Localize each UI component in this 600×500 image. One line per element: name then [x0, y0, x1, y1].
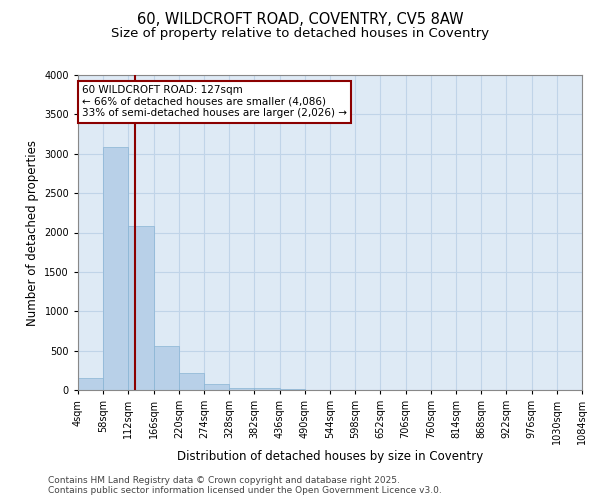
Bar — [280, 389, 305, 390]
Text: Contains HM Land Registry data © Crown copyright and database right 2025.
Contai: Contains HM Land Registry data © Crown c… — [48, 476, 442, 495]
Text: 60 WILDCROFT ROAD: 127sqm
← 66% of detached houses are smaller (4,086)
33% of se: 60 WILDCROFT ROAD: 127sqm ← 66% of detac… — [82, 85, 347, 118]
Y-axis label: Number of detached properties: Number of detached properties — [26, 140, 38, 326]
Bar — [229, 388, 254, 390]
Bar — [204, 384, 229, 390]
Bar — [179, 374, 204, 390]
Text: 60, WILDCROFT ROAD, COVENTRY, CV5 8AW: 60, WILDCROFT ROAD, COVENTRY, CV5 8AW — [137, 12, 463, 28]
Bar — [254, 388, 280, 390]
Bar — [103, 148, 128, 390]
Bar — [128, 226, 154, 390]
Bar — [154, 346, 179, 390]
Bar — [78, 378, 103, 390]
X-axis label: Distribution of detached houses by size in Coventry: Distribution of detached houses by size … — [177, 450, 483, 463]
Text: Size of property relative to detached houses in Coventry: Size of property relative to detached ho… — [111, 28, 489, 40]
